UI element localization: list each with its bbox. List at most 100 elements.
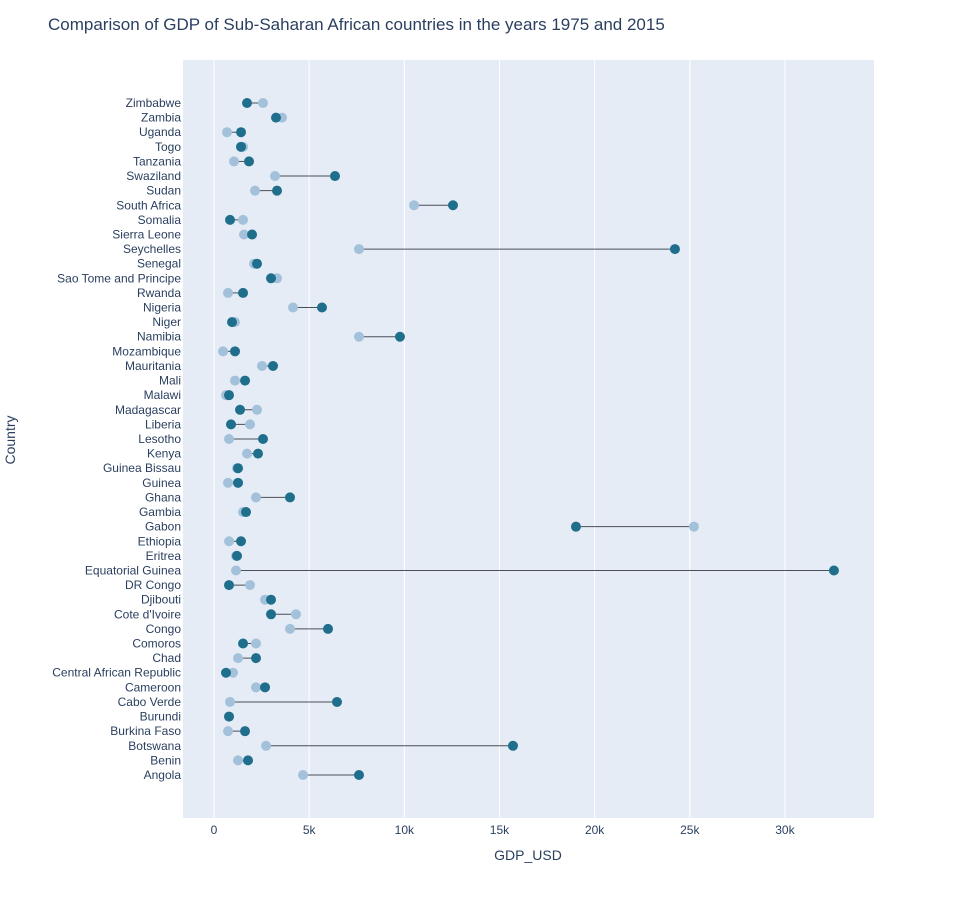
dot (394, 331, 405, 342)
y-tick-label: Togo (155, 140, 181, 154)
dot (353, 244, 364, 255)
dot (230, 375, 241, 386)
y-tick-label: Equatorial Guinea (85, 563, 181, 577)
dot (236, 536, 247, 547)
dot (238, 287, 249, 298)
y-tick-label: Namibia (137, 330, 181, 344)
dot (260, 682, 271, 693)
y-tick-label: Burkina Faso (110, 724, 181, 738)
dot (253, 448, 264, 459)
dot (223, 726, 234, 737)
y-tick-label: Botswana (128, 739, 181, 753)
dot (224, 580, 235, 591)
dot (251, 653, 262, 664)
x-tick-label: 10k (395, 823, 415, 837)
dot (221, 667, 232, 678)
y-tick-label: Niger (152, 315, 181, 329)
dot (240, 726, 251, 737)
dot (241, 507, 252, 518)
y-tick-label: Rwanda (137, 286, 181, 300)
y-tick-label: Nigeria (143, 301, 181, 315)
dot (507, 740, 518, 751)
dot (243, 755, 254, 766)
dot (285, 492, 296, 503)
dot (270, 171, 281, 182)
y-tick-label: Seychelles (123, 242, 181, 256)
y-tick-label: Kenya (147, 447, 181, 461)
x-tick-label: 5k (303, 823, 317, 837)
dot (828, 565, 839, 576)
dot (329, 171, 340, 182)
dot (447, 200, 458, 211)
y-tick-label: DR Congo (125, 578, 181, 592)
dot (261, 740, 272, 751)
y-tick-label: Central African Republic (52, 666, 181, 680)
plot-background (183, 60, 874, 818)
dot (353, 331, 364, 342)
y-tick-label: Benin (150, 753, 181, 767)
y-tick-label: Malawi (144, 388, 181, 402)
y-tick-label: Sao Tome and Principe (57, 271, 181, 285)
dot (229, 156, 240, 167)
dot (252, 404, 263, 415)
dot (233, 463, 244, 474)
y-tick-label: Liberia (145, 417, 181, 431)
dot (240, 375, 251, 386)
y-tick-label: Comoros (132, 637, 181, 651)
grid: 0 5k 10k 15k 20k 25k 30kAngolaBeninBotswanaBur… (52, 60, 796, 837)
y-tick-label: Mauritania (125, 359, 181, 373)
y-tick-label: Gambia (139, 505, 181, 519)
y-tick-label: Guinea Bissau (103, 461, 181, 475)
dot (285, 623, 296, 634)
dot (224, 711, 235, 722)
dot (233, 755, 244, 766)
y-tick-label: Sierra Leone (112, 227, 181, 241)
dot (252, 258, 263, 269)
dot (242, 448, 253, 459)
y-tick-label: South Africa (116, 198, 181, 212)
dot (224, 536, 235, 547)
dot (226, 419, 237, 430)
dot (245, 419, 256, 430)
dot (224, 390, 235, 401)
dot (245, 580, 256, 591)
y-tick-label: Madagascar (115, 403, 181, 417)
dot (291, 609, 302, 620)
y-tick-label: Tanzania (133, 154, 181, 168)
dot (223, 477, 234, 488)
dot (251, 492, 262, 503)
y-tick-label: Chad (152, 651, 181, 665)
dot (570, 521, 581, 532)
dot (266, 609, 277, 620)
y-tick-label: Djibouti (141, 593, 181, 607)
x-tick-label: 15k (490, 823, 510, 837)
marks (218, 98, 839, 780)
y-tick-label: Ethiopia (138, 534, 182, 548)
dot (331, 696, 342, 707)
dot (239, 229, 250, 240)
dot (227, 317, 238, 328)
dot (228, 667, 239, 678)
y-tick-label: Angola (144, 768, 182, 782)
dot (272, 185, 283, 196)
dot (222, 127, 233, 138)
x-tick-label: 30k (775, 823, 795, 837)
dot (233, 477, 244, 488)
dot (268, 360, 279, 371)
dot (230, 346, 241, 357)
dot (688, 521, 699, 532)
dot (323, 623, 334, 634)
y-tick-label: Cabo Verde (118, 695, 182, 709)
y-tick-label: Senegal (137, 257, 181, 271)
dot (669, 244, 680, 255)
y-tick-label: Burundi (140, 710, 181, 724)
dot (266, 594, 277, 605)
x-tick-label: 25k (680, 823, 700, 837)
dot (238, 638, 249, 649)
y-tick-label: Sudan (146, 184, 181, 198)
dot (258, 434, 269, 444)
y-tick-label: Mozambique (112, 344, 181, 358)
y-tick-label: Ghana (145, 490, 181, 504)
dot (223, 287, 234, 298)
